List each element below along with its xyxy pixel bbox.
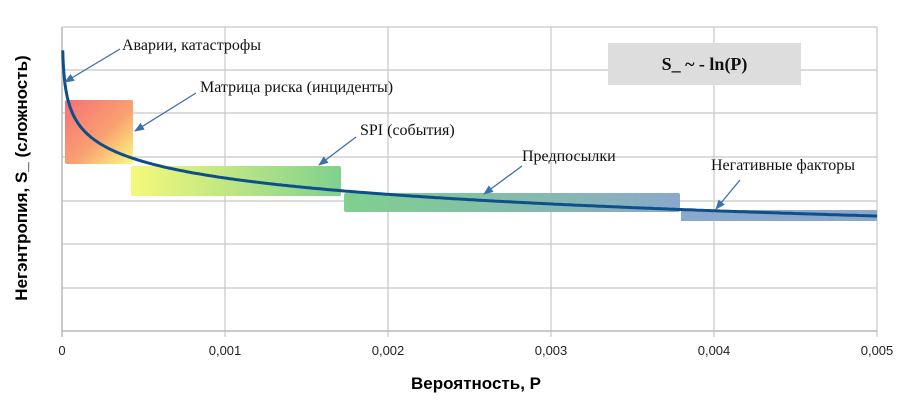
annotation-precursors: Предпосылки [522, 148, 616, 165]
x-tick-5: 0,005 [860, 343, 894, 358]
annotation-negative-factors: Негативные факторы [711, 157, 855, 174]
region-risk-matrix [65, 100, 133, 164]
region-negative-factors [681, 210, 877, 221]
axes [61, 27, 877, 337]
x-axis-label: Вероятность, P [411, 374, 541, 393]
x-tick-1: 0,001 [208, 343, 242, 358]
annotation-spi: SPI (события) [360, 122, 455, 139]
y-axis-label: Негэнтропия, S_ (сложность) [12, 55, 31, 301]
annotation-risk-matrix: Матрица риска (инциденты) [200, 79, 394, 96]
x-tick-4: 0,004 [697, 343, 731, 358]
annotation-accidents: Аварии, катастрофы [122, 37, 262, 54]
annotation-arrows [64, 48, 741, 210]
x-tick-0: 0 [58, 343, 66, 358]
curve-negentropy [61, 50, 878, 218]
x-tick-2: 0,002 [371, 343, 405, 358]
x-tick-3: 0,003 [534, 343, 568, 358]
formula-box: S_ ~ - ln(P) [608, 43, 801, 85]
